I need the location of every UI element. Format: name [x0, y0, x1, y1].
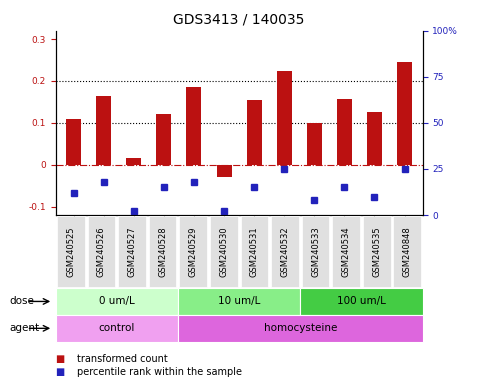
Text: agent: agent [10, 323, 40, 333]
Text: 10 um/L: 10 um/L [218, 296, 260, 306]
Text: GSM240848: GSM240848 [403, 226, 412, 277]
Bar [337, 99, 352, 165]
Text: GSM240535: GSM240535 [372, 226, 381, 277]
Text: GSM240531: GSM240531 [250, 226, 259, 277]
Text: GSM240533: GSM240533 [311, 226, 320, 277]
Text: GSM240532: GSM240532 [281, 226, 289, 277]
Bar [156, 114, 171, 165]
Bar [247, 100, 262, 165]
Text: ■: ■ [56, 354, 65, 364]
Text: percentile rank within the sample: percentile rank within the sample [77, 367, 242, 377]
Bar [126, 159, 142, 165]
Text: transformed count: transformed count [77, 354, 168, 364]
Bar [277, 71, 292, 165]
Text: GSM240530: GSM240530 [219, 226, 228, 277]
Text: 0 um/L: 0 um/L [99, 296, 135, 306]
Text: GSM240527: GSM240527 [128, 226, 137, 277]
Bar [186, 87, 201, 165]
Text: GDS3413 / 140035: GDS3413 / 140035 [173, 12, 305, 26]
Text: ■: ■ [56, 367, 65, 377]
Text: control: control [99, 323, 135, 333]
Bar [397, 62, 412, 165]
Text: GSM240528: GSM240528 [158, 226, 167, 277]
Bar [307, 123, 322, 165]
Bar [96, 96, 111, 165]
Bar [367, 113, 382, 165]
Text: 100 um/L: 100 um/L [337, 296, 386, 306]
Bar [66, 119, 81, 165]
Text: GSM240526: GSM240526 [97, 226, 106, 277]
Bar [216, 165, 231, 177]
Text: GSM240529: GSM240529 [189, 226, 198, 277]
Text: homocysteine: homocysteine [264, 323, 337, 333]
Text: GSM240525: GSM240525 [66, 226, 75, 277]
Text: GSM240534: GSM240534 [341, 226, 351, 277]
Text: dose: dose [10, 296, 35, 306]
